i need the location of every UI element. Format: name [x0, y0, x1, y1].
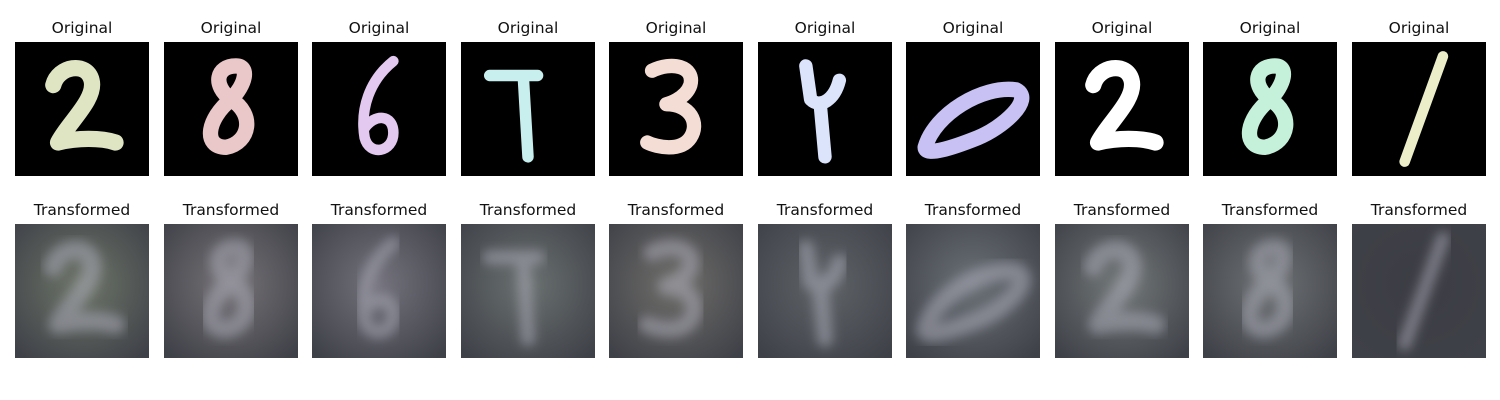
original-image: [1055, 42, 1189, 176]
original-title: Original: [794, 19, 856, 37]
original-title: Original: [1388, 19, 1450, 37]
original-image: [609, 42, 743, 176]
transformed-image: [1203, 224, 1337, 358]
transformed-cell-1: Transformed: [15, 196, 149, 358]
original-image: [15, 42, 149, 176]
original-cell-1: Original: [15, 14, 149, 176]
transformed-title: Transformed: [330, 201, 428, 219]
original-row: Original Original Original Original Original…: [0, 14, 1500, 176]
original-title: Original: [942, 19, 1004, 37]
original-title: Original: [645, 19, 707, 37]
original-image: [758, 42, 892, 176]
original-cell-6: Original: [758, 14, 892, 176]
original-title: Original: [497, 19, 559, 37]
original-image: [461, 42, 595, 176]
transformed-title: Transformed: [33, 201, 131, 219]
original-title: Original: [1091, 19, 1153, 37]
transformed-image: [609, 224, 743, 358]
transformed-cell-10: Transformed: [1352, 196, 1486, 358]
original-cell-5: Original: [609, 14, 743, 176]
original-cell-10: Original: [1352, 14, 1486, 176]
original-image: [1203, 42, 1337, 176]
transformed-title: Transformed: [776, 201, 874, 219]
original-title: Original: [348, 19, 410, 37]
original-cell-9: Original: [1203, 14, 1337, 176]
transformed-title: Transformed: [182, 201, 280, 219]
transformed-row: Transformed Transformed Transformed Transfo…: [0, 196, 1500, 358]
original-title: Original: [200, 19, 262, 37]
original-cell-8: Original: [1055, 14, 1189, 176]
transformed-title: Transformed: [1370, 201, 1468, 219]
transformed-image: [15, 224, 149, 358]
transformed-title: Transformed: [1221, 201, 1319, 219]
original-image: [312, 42, 446, 176]
original-title: Original: [1239, 19, 1301, 37]
transformed-cell-4: Transformed: [461, 196, 595, 358]
original-image: [164, 42, 298, 176]
transformed-cell-7: Transformed: [906, 196, 1040, 358]
transformed-title: Transformed: [1073, 201, 1171, 219]
transformed-image: [1352, 224, 1486, 358]
transformed-cell-6: Transformed: [758, 196, 892, 358]
transformed-image: [461, 224, 595, 358]
original-cell-7: Original: [906, 14, 1040, 176]
transformed-image: [164, 224, 298, 358]
transformed-cell-2: Transformed: [164, 196, 298, 358]
transformed-title: Transformed: [479, 201, 577, 219]
original-cell-2: Original: [164, 14, 298, 176]
transformed-title: Transformed: [627, 201, 725, 219]
transformed-cell-9: Transformed: [1203, 196, 1337, 358]
transformed-cell-5: Transformed: [609, 196, 743, 358]
transformed-cell-8: Transformed: [1055, 196, 1189, 358]
transformed-image: [906, 224, 1040, 358]
original-image: [1352, 42, 1486, 176]
original-title: Original: [51, 19, 113, 37]
original-image: [906, 42, 1040, 176]
transformed-image: [758, 224, 892, 358]
transformed-cell-3: Transformed: [312, 196, 446, 358]
transformed-image: [312, 224, 446, 358]
original-cell-3: Original: [312, 14, 446, 176]
transformed-title: Transformed: [924, 201, 1022, 219]
original-cell-4: Original: [461, 14, 595, 176]
transformed-image: [1055, 224, 1189, 358]
